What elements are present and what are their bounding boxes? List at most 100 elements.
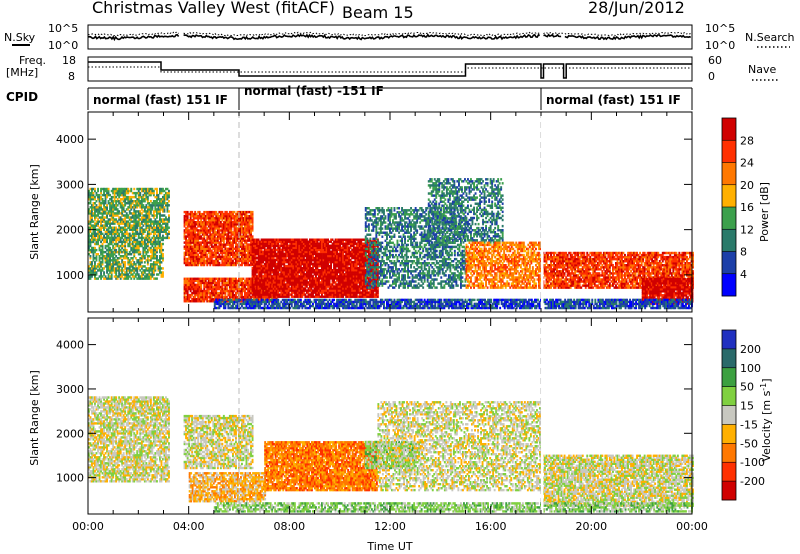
echo-cell <box>122 238 125 242</box>
echo-cell <box>103 271 106 274</box>
echo-cell <box>133 232 136 236</box>
echo-cell <box>156 198 158 201</box>
echo-cell <box>109 210 112 213</box>
echo-cell <box>112 226 115 229</box>
echo-cell <box>119 220 122 223</box>
echo-cell <box>88 238 90 242</box>
echo-cell <box>95 224 98 227</box>
echo-cell <box>134 257 137 260</box>
echo-cell <box>224 291 227 295</box>
echo-cell <box>88 226 90 229</box>
echo-cell <box>119 216 122 219</box>
echo-cell <box>115 212 118 215</box>
echo-cell <box>104 224 107 227</box>
echo-cell <box>134 244 137 248</box>
echo-cell <box>139 275 142 278</box>
echo-cell <box>107 246 110 250</box>
echo-cell <box>88 193 90 197</box>
echo-cell <box>127 200 130 203</box>
echo-cell <box>154 210 157 213</box>
echo-cell <box>88 212 90 215</box>
echo-cell <box>101 244 104 248</box>
echo-cell <box>101 238 104 242</box>
echo-cell <box>94 195 96 199</box>
echo-cell <box>136 244 139 248</box>
echo-cell <box>166 208 169 211</box>
echo-cell <box>143 228 146 231</box>
echo-cell <box>137 204 140 207</box>
echo-cell <box>107 265 110 268</box>
echo-cell <box>94 210 96 213</box>
echo-cell <box>162 267 164 270</box>
echo-cell <box>133 236 136 240</box>
echo-cell <box>103 277 106 280</box>
frequency-panel-frame <box>87 56 693 82</box>
echo-cell <box>130 273 133 276</box>
echo-cell <box>121 273 124 276</box>
echo-cell <box>166 193 169 197</box>
echo-cell <box>157 236 160 240</box>
echo-cell <box>131 246 134 250</box>
echo-cell <box>106 267 109 270</box>
echo-cell <box>115 273 118 276</box>
echo-cell <box>104 259 107 262</box>
echo-cell <box>146 198 149 201</box>
echo-cell <box>103 210 106 213</box>
echo-cell <box>133 218 136 221</box>
echo-cell <box>103 189 106 193</box>
echo-cell <box>159 189 161 193</box>
echo-cell <box>118 246 121 250</box>
echo-cell <box>113 218 116 221</box>
echo-cell <box>134 202 137 205</box>
echo-cell <box>89 248 92 252</box>
echo-cell <box>91 212 93 215</box>
echo-cell <box>140 244 143 248</box>
echo-cell <box>143 248 146 252</box>
echo-cell <box>122 250 125 254</box>
echo-cell <box>94 271 96 274</box>
echo-cell <box>88 189 90 193</box>
echo-cell <box>145 189 148 193</box>
echo-cell <box>92 240 95 244</box>
echo-cell <box>134 228 137 231</box>
echo-cell <box>131 200 134 203</box>
echo-cell <box>100 265 103 268</box>
echo-cell <box>139 253 142 256</box>
echo-cell <box>133 212 136 215</box>
echo-cell <box>157 224 160 227</box>
echo-cell <box>119 187 122 191</box>
echo-cell <box>100 230 103 234</box>
echo-cell <box>101 257 104 260</box>
echo-cell <box>92 248 95 252</box>
echo-cell <box>130 261 133 264</box>
echo-cell <box>163 189 166 193</box>
echo-cell <box>130 220 133 223</box>
echo-cell <box>154 195 157 199</box>
echo-cell <box>98 230 101 234</box>
echo-cell <box>127 206 130 209</box>
echo-cell <box>143 187 146 191</box>
echo-cell <box>140 273 143 276</box>
echo-cell <box>115 255 118 258</box>
echo-cell <box>128 202 131 205</box>
echo-cell <box>119 255 122 258</box>
echo-cell <box>103 202 106 205</box>
echo-cell <box>112 232 115 236</box>
echo-cell <box>133 269 136 272</box>
echo-cell <box>136 222 139 225</box>
echo-cell <box>124 189 127 193</box>
echo-cell <box>166 210 169 213</box>
echo-cell <box>116 208 119 211</box>
echo-cell <box>149 222 152 225</box>
echo-cell <box>149 187 152 191</box>
echo-cell <box>130 226 133 229</box>
echo-cell <box>149 210 152 213</box>
echo-cell <box>94 212 96 215</box>
echo-cell <box>91 198 93 201</box>
echo-cell <box>168 189 170 193</box>
echo-cell <box>149 232 152 236</box>
echo-cell <box>94 230 96 234</box>
echo-cell <box>112 263 115 266</box>
echo-cell <box>127 261 130 264</box>
echo-cell <box>131 214 134 217</box>
